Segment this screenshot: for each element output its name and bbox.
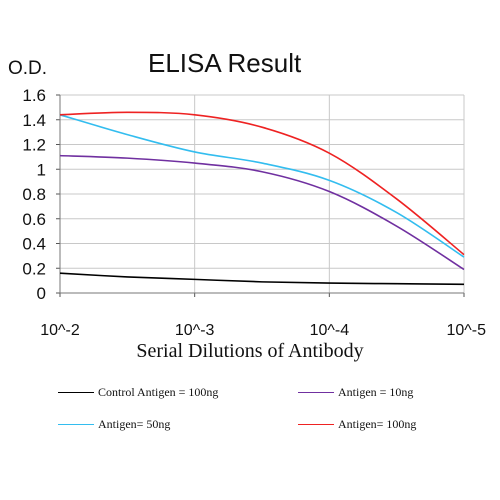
legend-label-100ng: Antigen= 100ng [338, 416, 417, 431]
series-line-control [59, 272, 465, 286]
series-lines [59, 111, 465, 286]
grid [56, 94, 465, 297]
y-tick-label: 1.2 [22, 136, 46, 155]
legend: Control Antigen = 100ng Antigen = 10ng A… [0, 380, 500, 440]
x-tick-label: 10^-5 [446, 322, 486, 339]
legend-item-50ng: Antigen= 50ng [58, 416, 170, 432]
y-tick-label: 1.6 [22, 86, 46, 105]
y-tick-label: 1 [37, 160, 46, 179]
x-axis-label: Serial Dilutions of Antibody [136, 340, 364, 362]
legend-label-control: Control Antigen = 100ng [98, 384, 219, 399]
legend-label-50ng: Antigen= 50ng [98, 416, 171, 431]
legend-swatch-control [58, 391, 94, 393]
plot-area: 00.20.40.60.811.21.41.6 10^-2 10^-3 10^-4 1… [22, 86, 486, 339]
legend-swatch-10ng [298, 391, 334, 393]
y-tick-label: 0.2 [22, 259, 46, 278]
chart-title: ELISA Result [148, 48, 302, 78]
x-tick-label: 10^-2 [40, 322, 80, 339]
x-tick-label: 10^-3 [175, 322, 215, 339]
legend-item-control: Control Antigen = 100ng [58, 384, 218, 400]
y-tick-label: 1.4 [22, 111, 46, 130]
y-tick-label: 0 [37, 284, 46, 303]
legend-label-10ng: Antigen = 10ng [338, 384, 414, 399]
legend-swatch-50ng [58, 423, 94, 425]
y-tick-labels: 0 0.2 0.4 0.6 0.8 1 1.2 1.4 1.6 [22, 86, 46, 303]
x-tick-label: 10^-4 [310, 322, 350, 339]
series-line-100ng [59, 111, 465, 256]
y-tick-label: 0.4 [22, 235, 46, 254]
legend-item-100ng: Antigen= 100ng [298, 416, 416, 432]
y-tick-label: 0.6 [22, 210, 46, 229]
series-line-50ng [59, 114, 465, 258]
y-axis-label: O.D. [8, 58, 48, 79]
legend-swatch-100ng [298, 423, 334, 425]
series-line-10ng [59, 154, 465, 271]
y-tick-label: 0.8 [22, 185, 46, 204]
x-tick-labels: 10^-2 10^-3 10^-4 10^-5 [40, 322, 486, 339]
legend-item-10ng: Antigen = 10ng [298, 384, 413, 400]
